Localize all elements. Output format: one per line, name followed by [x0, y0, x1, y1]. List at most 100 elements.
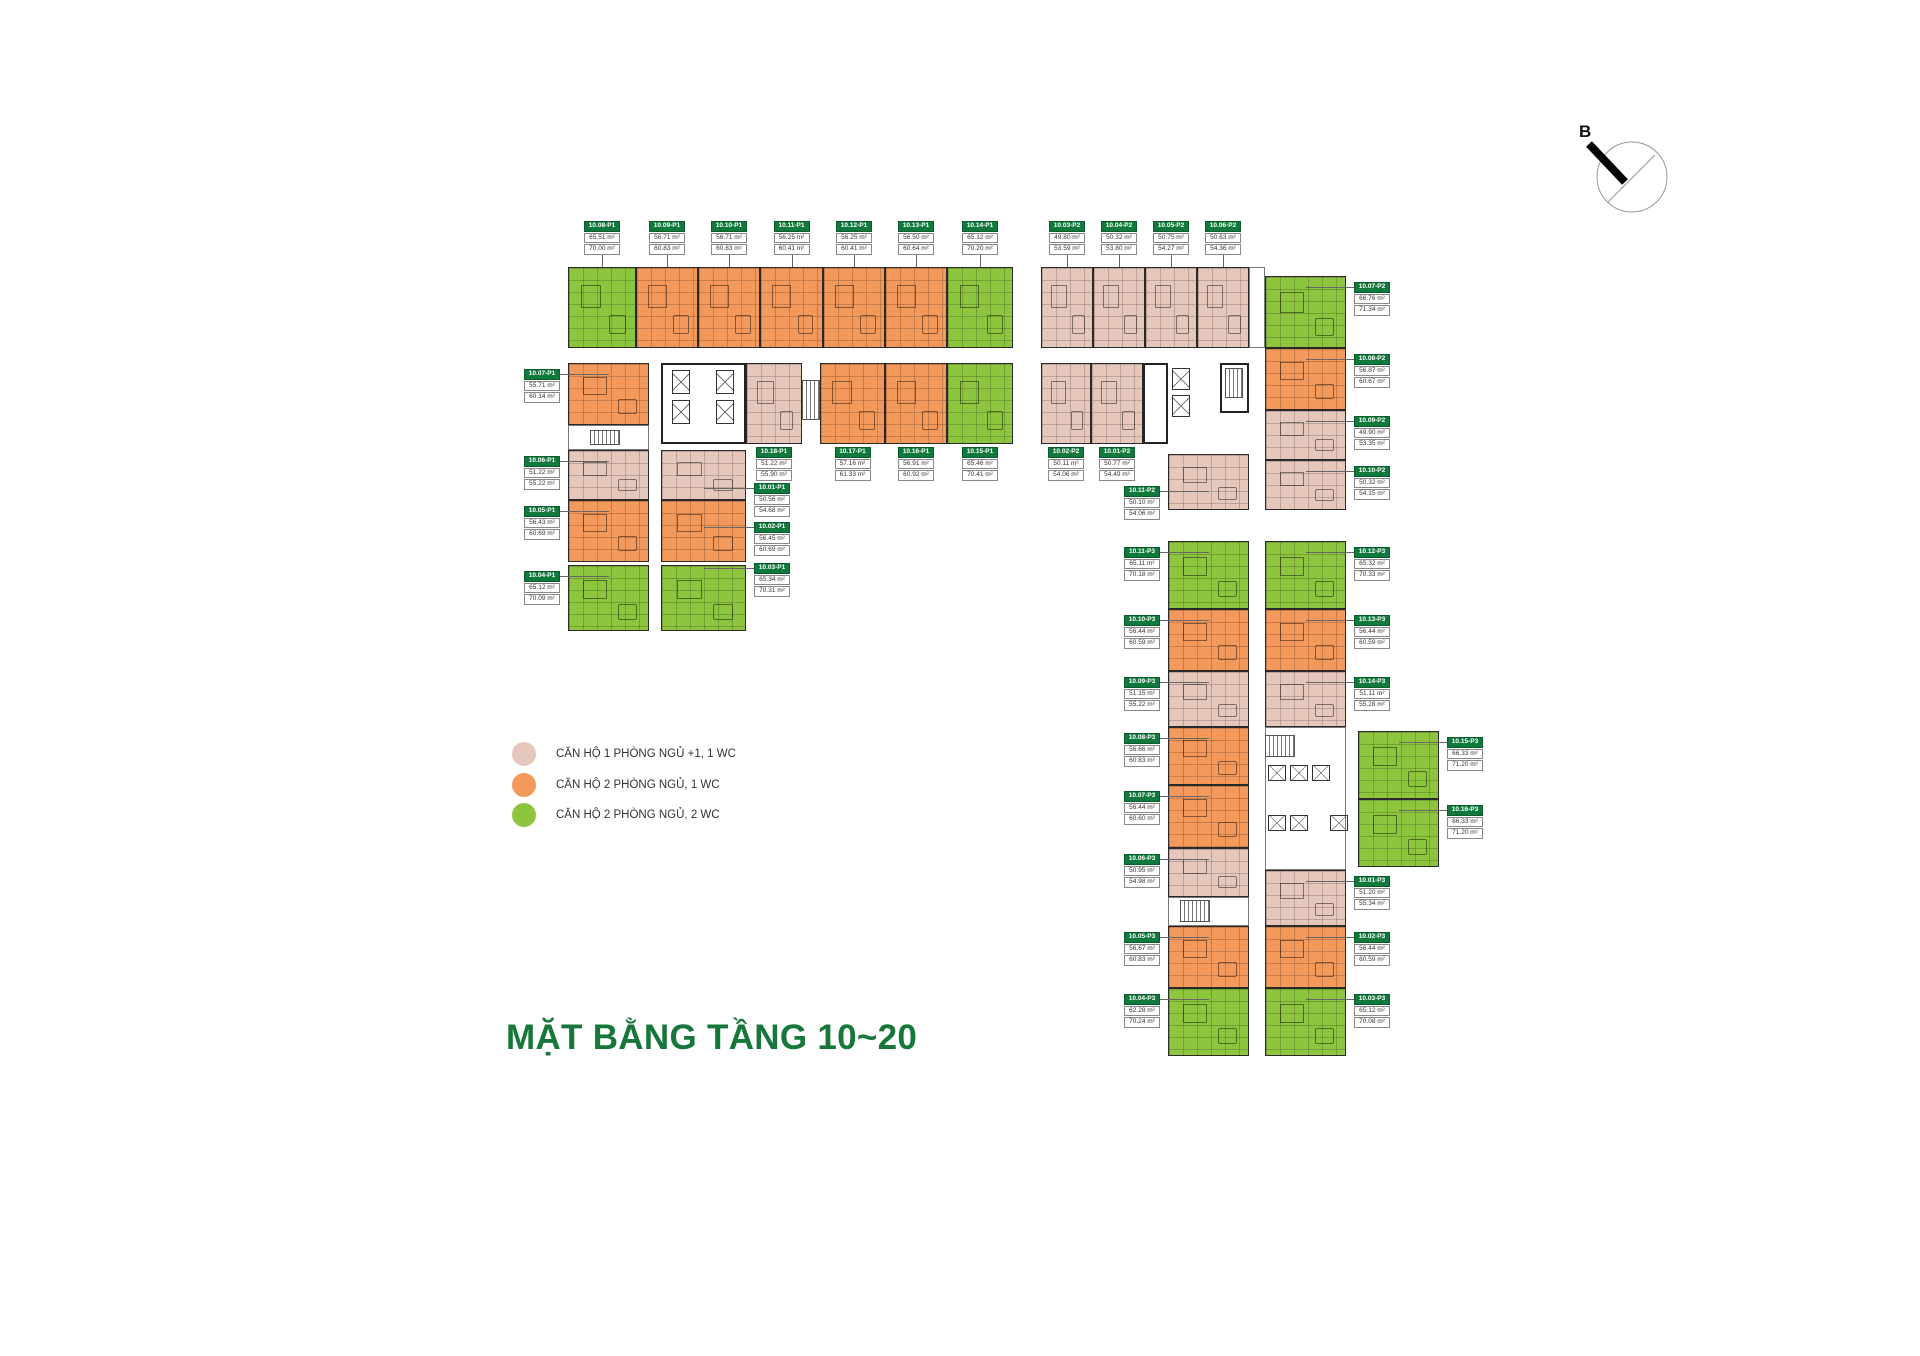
unit-label: 10.16-P1 56.91 m² 60.92 m²: [898, 447, 934, 481]
apartment-unit[interactable]: [885, 267, 947, 348]
unit-area: 66.33 m²: [1447, 816, 1483, 827]
apartment-unit[interactable]: [1168, 454, 1249, 510]
leader-line: [1305, 682, 1354, 683]
apartment-unit[interactable]: [820, 363, 885, 444]
unit-label: 10.01-P2 50.77 m² 54.49 m²: [1099, 447, 1135, 481]
apartment-unit[interactable]: [661, 450, 746, 500]
apartment-unit[interactable]: [1168, 727, 1249, 785]
apartment-unit[interactable]: [947, 363, 1013, 444]
apartment-unit[interactable]: [823, 267, 885, 348]
unit-area: 60.83 m²: [649, 244, 685, 255]
apartment-unit[interactable]: [636, 267, 698, 348]
unit-code: 10.14-P1: [962, 221, 998, 232]
apartment-unit[interactable]: [698, 267, 760, 348]
unit-label: 10.09-P3 51.15 m² 55.22 m²: [1124, 677, 1160, 711]
unit-area: 55.34 m²: [1354, 899, 1390, 910]
leader-line: [1305, 471, 1354, 472]
unit-area: 71.34 m²: [1354, 305, 1390, 316]
unit-area: 54.15 m²: [1354, 489, 1390, 500]
apartment-unit[interactable]: [1168, 609, 1249, 671]
apartment-unit[interactable]: [661, 565, 746, 631]
unit-label: 10.03-P3 65.12 m² 70.08 m²: [1354, 994, 1390, 1028]
apartment-unit[interactable]: [1265, 671, 1346, 727]
apartment-unit[interactable]: [1265, 609, 1346, 671]
leader-line: [916, 255, 917, 267]
apartment-unit[interactable]: [568, 450, 649, 500]
unit-code: 10.07-P3: [1124, 791, 1160, 802]
apartment-unit[interactable]: [1265, 348, 1346, 410]
unit-code: 10.09-P3: [1124, 677, 1160, 688]
unit-label: 10.14-P3 51.11 m² 55.28 m²: [1354, 677, 1390, 711]
apartment-unit[interactable]: [1145, 267, 1197, 348]
unit-area: 55.71 m²: [524, 380, 560, 391]
unit-area: 53.35 m²: [1354, 439, 1390, 450]
leader-line: [1160, 796, 1209, 797]
elevator: [1290, 765, 1308, 781]
legend-swatch: [512, 803, 536, 827]
apartment-unit[interactable]: [1168, 926, 1249, 988]
unit-area: 50.77 m²: [1099, 458, 1135, 469]
staircase: [1225, 368, 1243, 398]
unit-code: 10.12-P1: [836, 221, 872, 232]
apartment-unit[interactable]: [1265, 276, 1346, 348]
apartment-unit[interactable]: [947, 267, 1013, 348]
apartment-unit[interactable]: [661, 500, 746, 562]
elevator: [1268, 815, 1286, 831]
unit-area: 56.44 m²: [1354, 626, 1390, 637]
elevator: [716, 400, 734, 424]
apartment-unit[interactable]: [760, 267, 823, 348]
unit-label: 10.05-P2 50.75 m² 54.27 m²: [1153, 221, 1189, 255]
apartment-unit[interactable]: [1265, 926, 1346, 988]
leader-line: [560, 461, 609, 462]
leader-line: [1305, 421, 1354, 422]
apartment-unit[interactable]: [568, 565, 649, 631]
apartment-unit[interactable]: [1168, 541, 1249, 609]
staircase: [802, 380, 820, 420]
unit-area: 70.08 m²: [1354, 1017, 1390, 1028]
leader-line: [854, 255, 855, 267]
leader-line: [1305, 287, 1354, 288]
apartment-unit[interactable]: [1197, 267, 1249, 348]
elevator: [1172, 368, 1190, 390]
apartment-unit[interactable]: [746, 363, 802, 444]
unit-code: 10.11-P1: [773, 221, 810, 232]
unit-area: 65.12 m²: [1354, 1005, 1390, 1016]
unit-area: 60.83 m²: [711, 244, 747, 255]
apartment-unit[interactable]: [568, 267, 636, 348]
unit-code: 10.03-P2: [1049, 221, 1085, 232]
apartment-unit[interactable]: [1358, 799, 1439, 867]
elevator: [1330, 815, 1348, 831]
apartment-unit[interactable]: [1358, 731, 1439, 799]
apartment-unit[interactable]: [885, 363, 947, 444]
apartment-unit[interactable]: [1265, 460, 1346, 510]
unit-code: 10.17-P1: [834, 447, 871, 458]
unit-area: 56.50 m²: [898, 232, 934, 243]
apartment-unit[interactable]: [1168, 988, 1249, 1056]
unit-label: 10.01-P3 51.20 m² 55.34 m²: [1354, 876, 1390, 910]
north-arrow-compass-icon: [1586, 141, 1668, 213]
legend-item: CĂN HỘ 1 PHÒNG NGỦ +1, 1 WC: [512, 742, 736, 766]
apartment-unit[interactable]: [1265, 988, 1346, 1056]
apartment-unit[interactable]: [1041, 267, 1093, 348]
apartment-unit[interactable]: [568, 363, 649, 425]
apartment-unit[interactable]: [568, 500, 649, 562]
unit-area: 54.49 m²: [1099, 470, 1135, 481]
unit-area: 55.22 m²: [524, 479, 560, 490]
unit-label: 10.04-P2 50.32 m² 53.80 m²: [1101, 221, 1137, 255]
apartment-unit[interactable]: [1265, 410, 1346, 460]
unit-area: 50.56 m²: [754, 494, 790, 505]
apartment-unit[interactable]: [1265, 541, 1346, 609]
unit-area: 62.28 m²: [1124, 1005, 1160, 1016]
apartment-unit[interactable]: [1093, 267, 1145, 348]
leader-line: [1305, 999, 1354, 1000]
apartment-unit[interactable]: [1041, 363, 1091, 444]
elevator: [716, 370, 734, 394]
apartment-unit[interactable]: [1265, 870, 1346, 926]
unit-label: 10.12-P3 65.32 m² 70.33 m²: [1354, 547, 1390, 581]
apartment-unit[interactable]: [1168, 785, 1249, 848]
apartment-unit[interactable]: [1168, 671, 1249, 727]
legend-label: CĂN HỘ 2 PHÒNG NGỦ, 1 WC: [556, 778, 720, 791]
unit-area: 65.32 m²: [1354, 558, 1390, 569]
apartment-unit[interactable]: [1168, 848, 1249, 897]
apartment-unit[interactable]: [1091, 363, 1143, 444]
